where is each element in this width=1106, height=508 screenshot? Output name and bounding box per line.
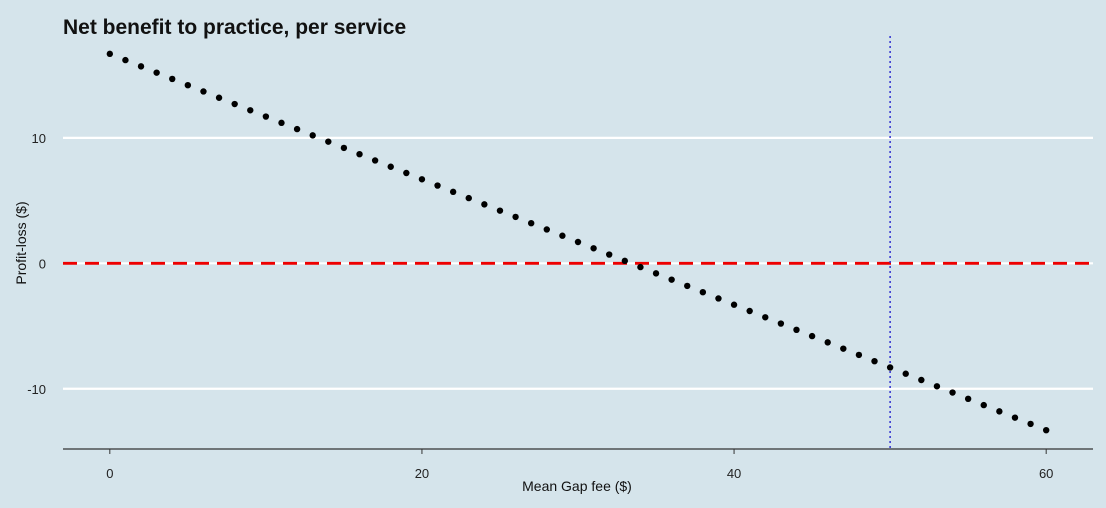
data-point — [933, 383, 941, 390]
data-point — [293, 125, 301, 133]
data-point — [325, 138, 332, 145]
data-point — [247, 107, 254, 114]
data-point — [652, 270, 660, 277]
data-point — [356, 150, 363, 158]
y-tick-label: -10 — [27, 382, 46, 397]
data-point — [762, 314, 769, 321]
data-point — [481, 201, 488, 208]
data-point — [278, 119, 285, 127]
data-point — [418, 176, 426, 183]
data-point — [262, 113, 270, 120]
data-point — [668, 276, 675, 283]
data-point — [730, 301, 738, 308]
y-axis-label: Profit-loss ($) — [13, 201, 29, 284]
data-point — [699, 288, 707, 296]
data-point — [808, 332, 816, 340]
data-point — [793, 326, 800, 334]
data-point — [231, 100, 238, 108]
data-point — [606, 251, 613, 258]
x-axis-ticks: 0 20 40 60 — [106, 449, 1053, 481]
data-points — [106, 50, 1050, 434]
data-point — [449, 188, 457, 196]
x-tick-label: 60 — [1039, 466, 1053, 481]
data-point — [1011, 414, 1019, 421]
y-tick-label: 10 — [32, 131, 46, 146]
data-point — [309, 132, 316, 139]
data-point — [184, 81, 192, 89]
data-point — [1027, 420, 1034, 428]
data-point — [840, 345, 847, 352]
data-point — [871, 357, 878, 365]
data-point — [777, 320, 785, 327]
data-point — [403, 169, 410, 177]
data-point — [855, 351, 863, 359]
x-axis-label: Mean Gap fee ($) — [522, 478, 632, 494]
chart-title: Net benefit to practice, per service — [63, 16, 406, 39]
data-point — [964, 395, 972, 403]
data-point — [122, 56, 129, 64]
x-tick-label: 40 — [727, 466, 741, 481]
data-point — [465, 194, 472, 202]
data-point — [637, 263, 644, 271]
data-point — [902, 370, 909, 377]
data-point — [340, 144, 348, 152]
data-point — [746, 307, 753, 315]
data-point — [574, 238, 582, 246]
data-point — [137, 63, 145, 70]
data-point — [715, 295, 722, 302]
x-tick-label: 20 — [415, 466, 429, 481]
data-point — [684, 282, 691, 290]
data-point — [1042, 426, 1050, 434]
y-tick-label: 0 — [39, 256, 46, 271]
data-point — [824, 339, 831, 346]
data-point — [996, 408, 1003, 415]
data-point — [949, 389, 956, 396]
x-tick-label: 0 — [106, 466, 113, 481]
data-point — [215, 94, 223, 101]
data-point — [886, 364, 894, 371]
reference-lines — [63, 36, 1093, 449]
data-point — [543, 226, 550, 233]
data-point — [527, 219, 535, 227]
data-point — [434, 182, 441, 189]
data-point — [169, 75, 176, 83]
y-axis-ticks: -10 0 10 — [27, 131, 46, 397]
data-point — [512, 213, 519, 221]
data-point — [387, 163, 394, 170]
data-point — [200, 88, 207, 95]
data-point — [980, 401, 987, 409]
data-point — [153, 69, 160, 76]
data-point — [918, 376, 925, 384]
data-point — [559, 232, 566, 239]
data-point — [106, 50, 114, 58]
data-point — [590, 245, 597, 252]
data-point — [371, 157, 379, 164]
data-point — [621, 257, 629, 265]
data-point — [496, 207, 504, 214]
